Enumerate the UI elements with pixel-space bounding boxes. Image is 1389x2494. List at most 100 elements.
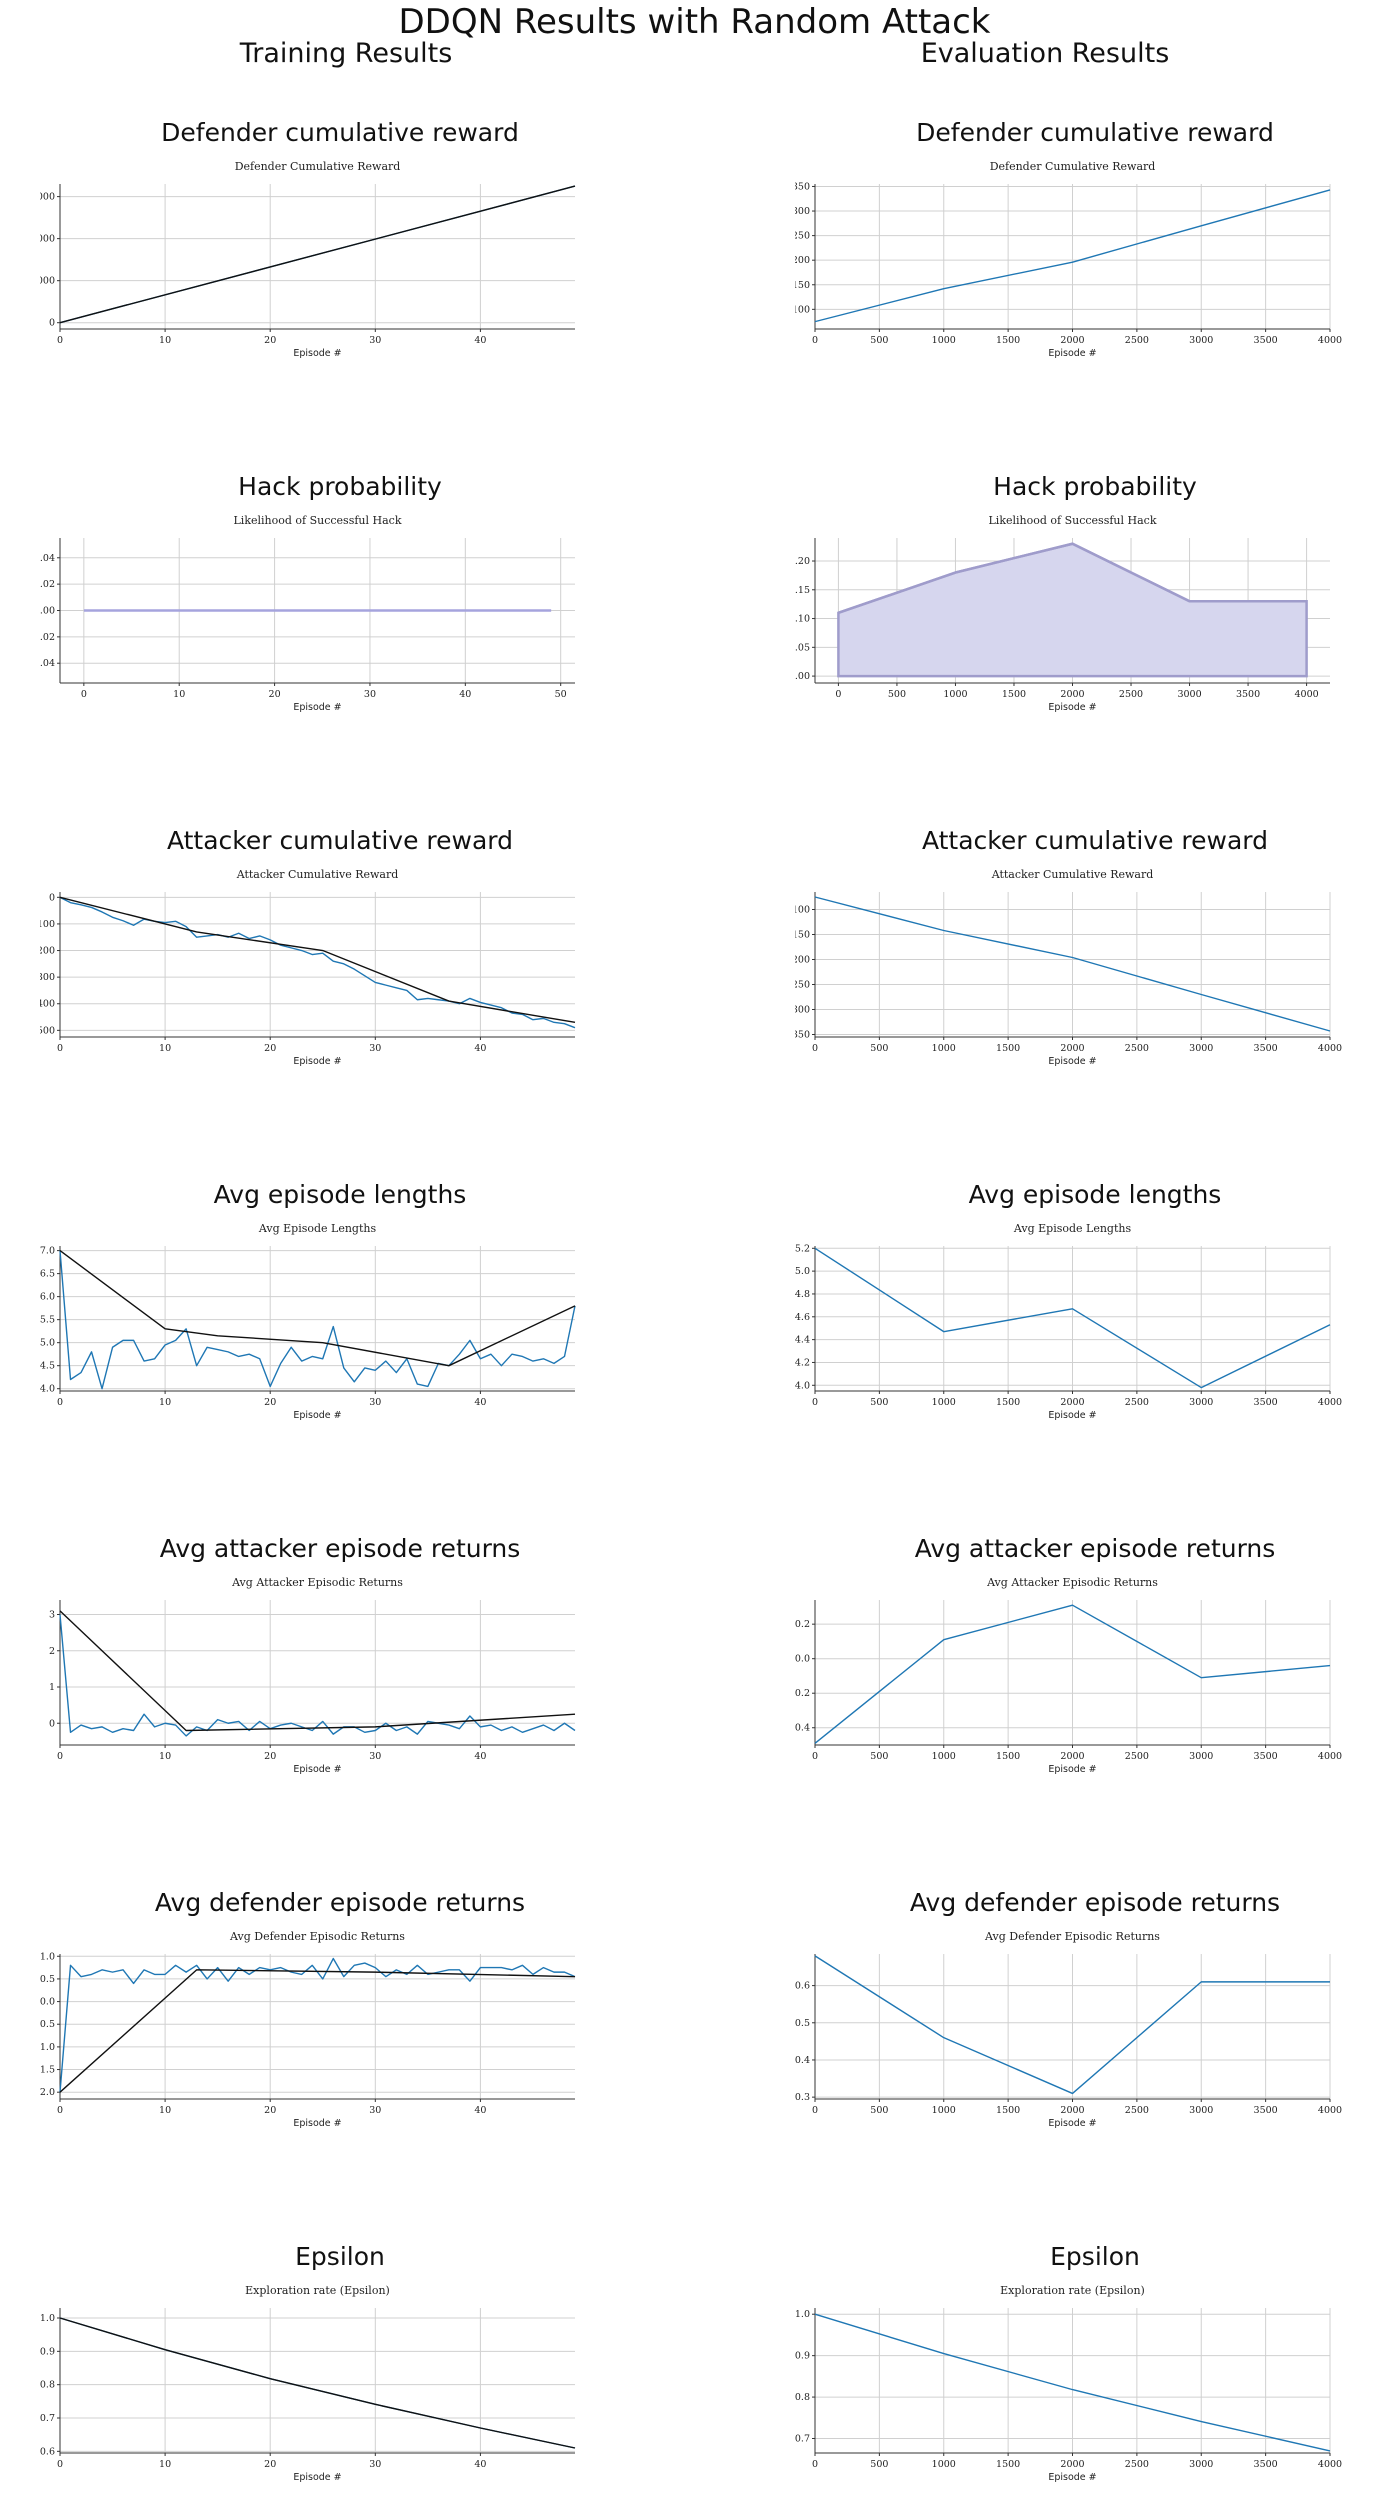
y-tick-label: 0.9 — [40, 2346, 55, 2357]
x-tick-label: 4000 — [1318, 2105, 1342, 2116]
chart-panel-def-cum-train: Defender cumulative reward Defender Cumul… — [40, 118, 640, 368]
series-line-1 — [59, 1969, 576, 2093]
y-tick-label: −300 — [40, 972, 55, 983]
x-tick-label: 40 — [459, 689, 471, 700]
x-tick-label: 20 — [264, 1397, 276, 1408]
y-tick-label: 0.8 — [40, 2380, 55, 2391]
x-axis-label: Episode # — [1048, 2472, 1096, 2482]
chart-title: Defender Cumulative Reward — [235, 160, 401, 173]
chart-title: Likelihood of Successful Hack — [989, 514, 1157, 527]
x-tick-label: 0 — [812, 2459, 818, 2470]
panel-title: Epsilon — [295, 2242, 385, 2271]
chart-eps-eval: Exploration rate (Epsilon) 0 500 1000 1500 20… — [795, 2284, 1342, 2482]
x-tick-label: 0 — [57, 1397, 63, 1408]
y-tick-label: 5.5 — [40, 1315, 55, 1326]
x-tick-label: 4000 — [1318, 2459, 1342, 2470]
y-tick-label: 4.0 — [40, 1384, 55, 1395]
x-axis-label: Episode # — [293, 2118, 341, 2128]
chart-def-ret-train: Avg Defender Episodic Returns 0 10 20 30 40 −2… — [40, 1930, 576, 2128]
series-line-0 — [838, 542, 1307, 614]
y-tick-label: −2.0 — [40, 2087, 55, 2098]
y-tick-label: −0.04 — [40, 658, 55, 669]
panel-title: Avg defender episode returns — [909, 1888, 1281, 1917]
x-tick-label: 40 — [474, 2459, 486, 2470]
y-tick-label: 0 — [49, 318, 55, 329]
y-tick-label: 0.6 — [40, 2446, 55, 2457]
x-tick-label: 3000 — [1189, 1397, 1213, 1408]
x-tick-label: 1500 — [996, 1043, 1020, 1054]
chart-title: Attacker Cumulative Reward — [991, 868, 1154, 881]
chart-panel-att-ret-eval: Avg attacker episode returns Avg Attacker… — [795, 1534, 1389, 1784]
y-tick-label: 0.9 — [795, 2351, 810, 2362]
y-tick-label: −250 — [795, 980, 810, 991]
x-axis-label: Episode # — [1048, 1056, 1096, 1066]
chart-panel-eps-eval: Epsilon Exploration rate (Epsilon) 0 500 100… — [795, 2242, 1389, 2492]
x-tick-label: 1500 — [1002, 689, 1026, 700]
series-line-1 — [59, 1250, 576, 1367]
x-tick-label: 30 — [369, 335, 381, 346]
chart-title: Exploration rate (Epsilon) — [245, 2284, 390, 2297]
chart-len-train: Avg Episode Lengths 0 10 20 30 40 4.0 4.5 5.0 5.5… — [40, 1222, 576, 1420]
x-tick-label: 1500 — [996, 1397, 1020, 1408]
x-tick-label: 10 — [159, 2459, 171, 2470]
x-axis-label: Episode # — [1048, 2118, 1096, 2128]
y-tick-label: 2 — [49, 1646, 55, 1657]
x-tick-label: 3000 — [1189, 335, 1213, 346]
panel-title: Avg attacker episode returns — [159, 1534, 521, 1563]
series-line-0 — [814, 2313, 1331, 2452]
x-axis-label: Episode # — [293, 702, 341, 712]
x-axis-label: Episode # — [293, 348, 341, 358]
y-tick-label: 6.5 — [40, 1269, 55, 1280]
x-axis-label: Episode # — [1048, 348, 1096, 358]
y-tick-label: 0.5 — [40, 1974, 55, 1985]
x-tick-label: 20 — [269, 689, 281, 700]
x-tick-label: 30 — [369, 2459, 381, 2470]
y-tick-label: 3000 — [40, 192, 55, 203]
chart-panel-len-train: Avg episode lengths Avg Episode Lengths 0 1… — [40, 1180, 640, 1430]
x-tick-label: 0 — [57, 335, 63, 346]
x-tick-label: 1000 — [932, 1397, 956, 1408]
x-tick-label: 10 — [159, 1043, 171, 1054]
x-tick-label: 20 — [264, 335, 276, 346]
x-tick-label: 1500 — [996, 2459, 1020, 2470]
x-axis-label: Episode # — [1048, 1764, 1096, 1774]
y-tick-label: 0.10 — [795, 614, 810, 625]
x-tick-label: 3000 — [1189, 1751, 1213, 1762]
series-line-0 — [59, 2317, 576, 2449]
series-line-0 — [814, 1955, 1330, 2095]
x-tick-label: 40 — [474, 335, 486, 346]
panel-title: Defender cumulative reward — [916, 118, 1274, 147]
x-tick-label: 2000 — [1060, 335, 1084, 346]
x-tick-label: 10 — [159, 1751, 171, 1762]
y-tick-label: 4.2 — [795, 1357, 810, 1368]
chart-hack-train: Likelihood of Successful Hack 0 10 20 30 40 50… — [40, 514, 575, 712]
x-tick-label: 30 — [364, 689, 376, 700]
x-tick-label: 4000 — [1318, 1751, 1342, 1762]
chart-panel-def-ret-train: Avg defender episode returns Avg Defender… — [40, 1888, 640, 2138]
y-tick-label: 5.0 — [795, 1266, 810, 1277]
y-tick-label: −300 — [795, 1005, 810, 1016]
x-tick-label: 2500 — [1125, 2459, 1149, 2470]
x-axis-label: Episode # — [293, 2472, 341, 2482]
y-tick-label: 1.0 — [40, 2313, 55, 2324]
series-line-1 — [59, 1610, 576, 1732]
y-tick-label: 0.00 — [795, 671, 810, 682]
x-tick-label: 40 — [474, 2105, 486, 2116]
panel-title: Hack probability — [993, 472, 1197, 501]
x-tick-label: 3500 — [1254, 2459, 1278, 2470]
panel-title: Avg episode lengths — [968, 1180, 1222, 1209]
x-tick-label: 1000 — [932, 335, 956, 346]
chart-panel-hack-eval: Hack probability Likelihood of Successful… — [795, 472, 1389, 722]
x-tick-label: 1500 — [996, 2105, 1020, 2116]
chart-title: Exploration rate (Epsilon) — [1000, 2284, 1145, 2297]
chart-att-ret-eval: Avg Attacker Episodic Returns 0 500 1000 150… — [795, 1576, 1342, 1774]
y-tick-label: 300 — [795, 206, 810, 217]
x-tick-label: 2000 — [1060, 2459, 1084, 2470]
y-tick-label: −1.0 — [40, 2042, 55, 2053]
x-tick-label: 20 — [264, 2105, 276, 2116]
series-line-0 — [59, 1614, 576, 1737]
x-tick-label: 0 — [812, 1397, 818, 1408]
x-tick-label: 3000 — [1177, 689, 1201, 700]
x-tick-label: 2000 — [1060, 2105, 1084, 2116]
chart-title: Avg Attacker Episodic Returns — [986, 1576, 1158, 1589]
